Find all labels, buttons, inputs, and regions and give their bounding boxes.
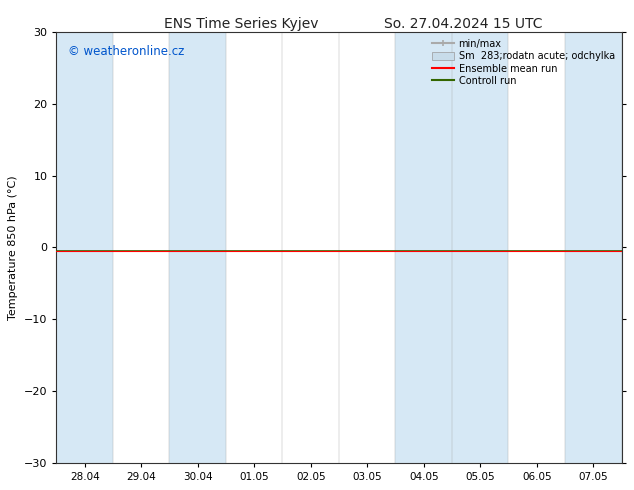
- Bar: [396, 32, 508, 463]
- Y-axis label: Temperature 850 hPa (°C): Temperature 850 hPa (°C): [8, 175, 18, 319]
- Bar: [56, 32, 113, 463]
- Text: ENS Time Series Kyjev: ENS Time Series Kyjev: [164, 17, 318, 31]
- Bar: [565, 32, 621, 463]
- Legend: min/max, Sm  283;rodatn acute; odchylka, Ensemble mean run, Controll run: min/max, Sm 283;rodatn acute; odchylka, …: [430, 37, 617, 88]
- Text: So. 27.04.2024 15 UTC: So. 27.04.2024 15 UTC: [384, 17, 542, 31]
- Text: © weatheronline.cz: © weatheronline.cz: [68, 45, 184, 58]
- Bar: [169, 32, 226, 463]
